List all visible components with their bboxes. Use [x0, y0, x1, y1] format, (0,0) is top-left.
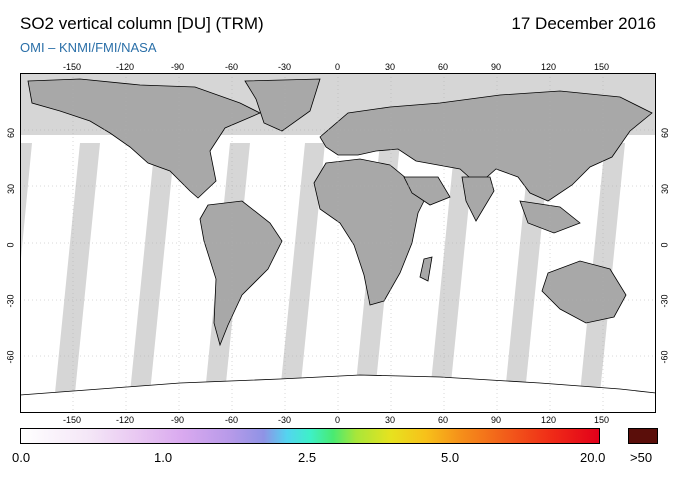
colorbar-label: 5.0 — [441, 450, 460, 465]
lat-tick-left: -60 — [5, 350, 16, 364]
lon-tick-top: -90 — [171, 62, 185, 72]
land-australia — [541, 260, 627, 324]
colorbar-label: 1.0 — [154, 450, 173, 465]
land-madagascar — [419, 256, 433, 282]
map-frame — [20, 73, 656, 413]
lat-tick-right: -30 — [659, 294, 670, 308]
land-arabia — [403, 176, 451, 206]
colorbar — [20, 428, 600, 444]
lon-tick-top: 90 — [491, 62, 502, 72]
lon-tick-top: 120 — [541, 62, 557, 72]
lat-tick-left: 0 — [5, 242, 16, 248]
graticule — [20, 73, 656, 413]
map-credit: OMI – KNMI/FMI/NASA — [20, 40, 157, 55]
lon-tick-bottom: 30 — [385, 415, 396, 425]
lat-tick-left: 30 — [6, 183, 17, 195]
lat-tick-right: 0 — [659, 242, 670, 248]
lat-tick-right: -60 — [659, 350, 670, 364]
lat-tick-right: 30 — [660, 183, 671, 195]
land-greenland — [244, 78, 321, 132]
colorbar-label: >50 — [630, 450, 653, 465]
lon-tick-top: 150 — [594, 62, 610, 72]
land-africa — [313, 158, 427, 306]
lon-tick-bottom: -90 — [171, 415, 185, 425]
lat-tick-left: -30 — [5, 294, 16, 308]
lon-tick-bottom: 90 — [491, 415, 502, 425]
lon-tick-top: -30 — [278, 62, 292, 72]
lon-tick-bottom: -150 — [63, 415, 82, 425]
colorbar-label: 2.5 — [298, 450, 317, 465]
land — [20, 78, 656, 413]
colorbar-label: 20.0 — [580, 450, 606, 465]
map-title: SO2 vertical column [DU] (TRM) — [20, 14, 264, 33]
lat-tick-left: 60 — [6, 127, 17, 139]
lon-tick-bottom: -60 — [225, 415, 239, 425]
lon-tick-top: 0 — [335, 62, 341, 72]
lon-tick-bottom: -30 — [278, 415, 292, 425]
map-date: 17 December 2016 — [511, 14, 656, 33]
lon-tick-top: -120 — [116, 62, 135, 72]
land-india — [461, 176, 495, 222]
lon-tick-bottom: 0 — [335, 415, 341, 425]
land-south-america — [199, 200, 283, 347]
lon-tick-bottom: 150 — [594, 415, 610, 425]
lat-tick-right: 60 — [660, 127, 671, 139]
world-map — [20, 73, 656, 413]
land-north-america — [27, 78, 261, 199]
lon-tick-bottom: -120 — [116, 415, 135, 425]
colorbar-label: 0.0 — [12, 450, 31, 465]
land-eurasia — [319, 90, 653, 202]
lon-tick-top: 30 — [385, 62, 396, 72]
lon-tick-bottom: 60 — [438, 415, 449, 425]
lon-tick-bottom: 120 — [541, 415, 557, 425]
colorbar-overflow-swatch — [628, 428, 658, 444]
lon-tick-top: 60 — [438, 62, 449, 72]
lon-tick-top: -150 — [63, 62, 82, 72]
lon-tick-top: -60 — [225, 62, 239, 72]
